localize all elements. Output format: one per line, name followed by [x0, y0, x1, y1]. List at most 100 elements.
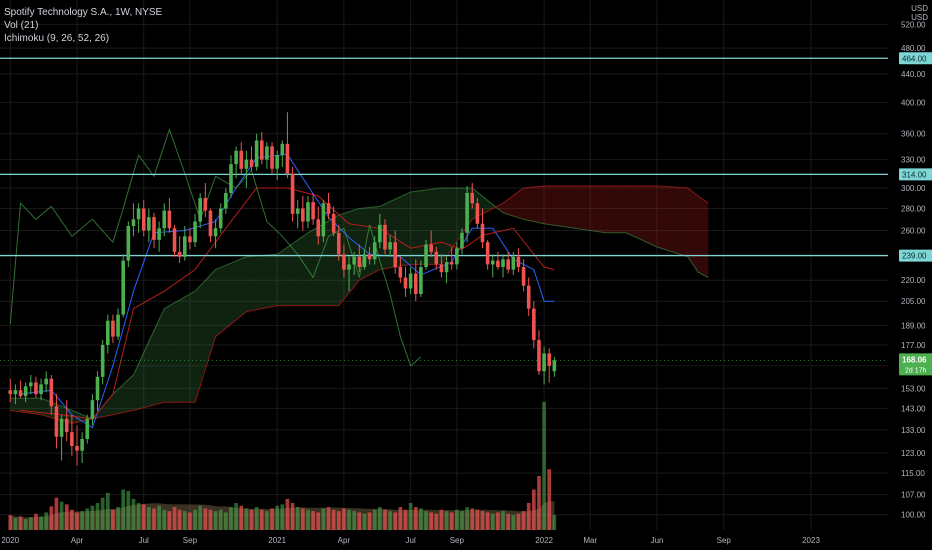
- volume-bar: [460, 511, 464, 530]
- cloud-segment: [107, 397, 111, 416]
- horizontal-levels[interactable]: [0, 57, 888, 361]
- price-tick-label: 115.00: [901, 469, 925, 478]
- candle-body: [39, 384, 43, 395]
- volume-bar: [105, 492, 110, 530]
- candle-body: [475, 203, 480, 224]
- candle-body: [239, 150, 244, 169]
- cloud-segment: [238, 258, 242, 318]
- price-tick-label: 480.00: [901, 44, 926, 53]
- cloud-segment: [287, 245, 291, 306]
- candle-body: [44, 378, 48, 385]
- cloud-segment: [171, 302, 175, 403]
- symbol-title[interactable]: Spotify Technology S.A., 1W, NYSE: [4, 7, 163, 18]
- volume-bar: [336, 511, 341, 530]
- candle-body: [398, 267, 403, 278]
- cloud-segment: [228, 263, 231, 326]
- cloud-segment: [646, 186, 650, 244]
- cloud-segment: [120, 384, 124, 414]
- candle-body: [121, 260, 125, 315]
- volume-bar: [357, 512, 362, 530]
- last-price-label: 168.06: [902, 355, 927, 364]
- level-badge[interactable]: [899, 168, 932, 181]
- candle-body: [362, 254, 367, 268]
- volume-bar: [331, 509, 336, 530]
- candle-body: [552, 360, 557, 372]
- cloud-segment: [182, 296, 185, 403]
- candle-body: [49, 378, 54, 407]
- cloud-segment: [205, 277, 208, 368]
- cloud-segment: [690, 189, 693, 265]
- cloud-segment: [179, 298, 183, 403]
- cloud-segment: [390, 200, 393, 268]
- cloud-segment: [485, 198, 488, 213]
- volume-bar: [157, 505, 161, 530]
- volume-bar: [285, 498, 290, 530]
- volume-bar: [496, 512, 500, 530]
- candle-body: [208, 210, 213, 237]
- volume-bar: [342, 508, 346, 530]
- cloud-segment: [264, 255, 267, 309]
- cloud-segment: [123, 382, 126, 413]
- cloud-segment: [508, 197, 511, 216]
- candle-body: [157, 228, 161, 240]
- ichimoku-indicator-label[interactable]: Ichimoku (9, 26, 52, 26): [4, 33, 110, 44]
- currency-label[interactable]: USD USD: [911, 4, 928, 22]
- volume-bar: [85, 508, 90, 530]
- candle-body: [90, 400, 95, 419]
- volume-bar: [239, 505, 244, 530]
- cloud-segment: [30, 398, 34, 414]
- volume-bar: [28, 517, 33, 530]
- candle-body: [434, 251, 439, 265]
- candle-body: [413, 273, 418, 295]
- volume-bar: [49, 506, 54, 530]
- candle-body: [408, 273, 413, 289]
- candle-body: [23, 386, 28, 397]
- price-tick-label: 400.00: [901, 98, 926, 107]
- cloud-segment: [166, 305, 170, 403]
- volume-bar: [141, 504, 146, 530]
- price-tick-label: 440.00: [901, 70, 926, 79]
- volume-bar: [249, 509, 254, 530]
- level-badge[interactable]: [899, 52, 932, 65]
- cloud-segment: [664, 186, 668, 251]
- time-tick-label: Apr: [338, 536, 351, 545]
- cloud-segment: [115, 389, 119, 415]
- volume-bar: [121, 489, 126, 530]
- candle-body: [465, 192, 469, 233]
- volume-bar: [162, 509, 167, 530]
- volume-bar: [280, 504, 285, 530]
- level-badge[interactable]: [899, 249, 932, 262]
- candle-body: [331, 213, 336, 233]
- volume-bar: [54, 497, 59, 530]
- cloud-segment: [259, 255, 262, 310]
- price-tick-label: 520.00: [901, 20, 926, 29]
- volume-bar: [377, 507, 382, 530]
- candle-body: [490, 260, 495, 265]
- time-tick-label: 2020: [1, 536, 19, 545]
- candle-body: [131, 219, 136, 226]
- candle-body: [172, 228, 177, 252]
- candle-body: [460, 232, 464, 249]
- candle-body: [537, 339, 541, 372]
- cloud-segment: [102, 403, 106, 417]
- cloud-segment: [333, 216, 337, 306]
- cloud-segment: [454, 187, 457, 245]
- volume-bar: [295, 507, 300, 530]
- candle-body: [54, 406, 59, 437]
- level-badge-label: 239.00: [902, 252, 927, 261]
- cloud-segment: [546, 186, 550, 225]
- cloud-segment: [207, 274, 211, 360]
- cloud-segment: [43, 399, 47, 417]
- time-tick-label: Apr: [71, 536, 84, 545]
- level-badge-label: 464.00: [902, 54, 927, 63]
- volume-bar: [8, 515, 13, 530]
- candle-body: [70, 432, 74, 447]
- cloud-segment: [438, 187, 442, 265]
- cloud-segment: [97, 409, 101, 418]
- cloud-segment: [449, 187, 452, 253]
- price-tick-label: 123.00: [901, 449, 926, 458]
- candle-body: [80, 439, 84, 451]
- volume-bars: [8, 401, 557, 530]
- volume-indicator-label[interactable]: Vol (21): [4, 20, 39, 31]
